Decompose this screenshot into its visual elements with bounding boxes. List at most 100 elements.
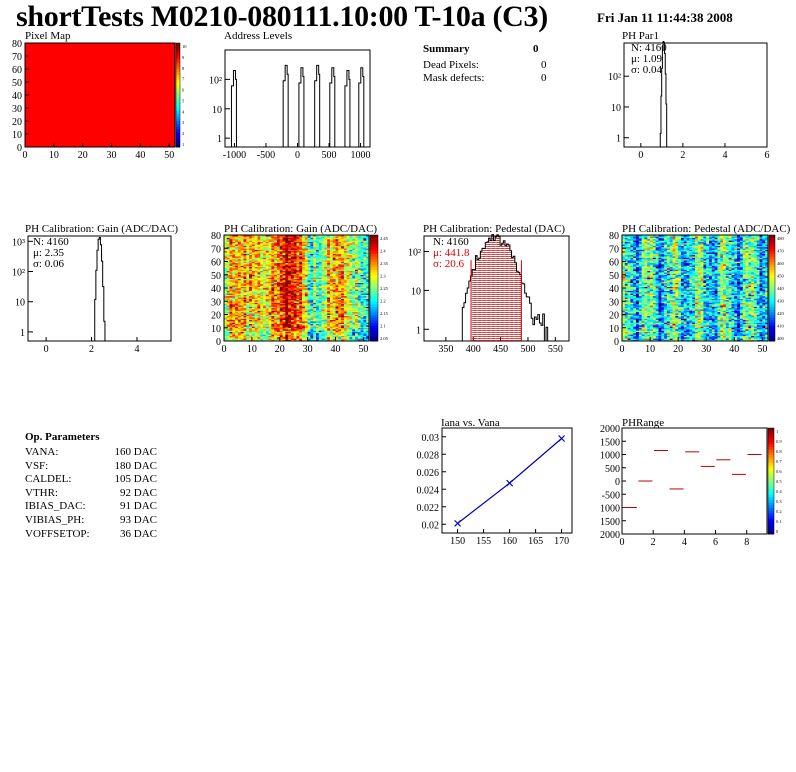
heatmap-cell: [338, 297, 342, 299]
heatmap-cell: [307, 245, 311, 248]
heatmap-cell: [363, 291, 367, 294]
heatmap-cell: [313, 337, 317, 339]
heatmap-cell: [293, 293, 297, 295]
heatmap-cell: [627, 265, 631, 268]
heatmap-cell: [304, 277, 308, 280]
heatmap-cell: [343, 284, 347, 286]
heatmap-cell: [363, 337, 367, 339]
heatmap-cell: [229, 284, 233, 286]
colorbar-label: 2.2: [380, 299, 386, 304]
heatmap-cell: [257, 265, 261, 268]
address-peak: [358, 67, 365, 147]
heatmap-cell: [276, 299, 281, 302]
heatmap-cell: [321, 261, 325, 264]
heatmap-cell: [285, 262, 289, 265]
heatmap-cell: [293, 339, 297, 342]
heatmap-cell: [355, 325, 359, 327]
heatmap-cell: [622, 272, 626, 274]
heatmap-cell: [288, 322, 292, 325]
heatmap-cell: [346, 334, 350, 336]
heatmap-cell: [636, 245, 640, 248]
heatmap-cell: [282, 261, 286, 264]
heatmap-cell: [249, 265, 253, 268]
heatmap-cell: [260, 329, 264, 331]
heatmap-cell: [630, 270, 634, 273]
heatmap-cell: [282, 321, 286, 323]
heatmap-cell: [299, 298, 303, 301]
heatmap-cell: [265, 331, 269, 334]
heatmap-cell: [268, 318, 272, 321]
heatmap-cell: [243, 290, 247, 293]
heatmap-cell: [243, 244, 247, 246]
heatmap-cell: [324, 315, 328, 318]
heatmap-cell: [296, 333, 300, 335]
heatmap-cell: [237, 242, 242, 245]
heatmap-cell: [265, 274, 269, 277]
heatmap-cell: [360, 268, 364, 270]
heatmap-cell: [329, 268, 334, 270]
heatmap-cell: [299, 334, 303, 336]
heatmap-cell: [357, 298, 361, 301]
heatmap-cell: [279, 246, 283, 249]
heatmap-cell: [254, 272, 258, 274]
heatmap-cell: [316, 250, 320, 253]
heatmap-cell: [321, 285, 325, 287]
heatmap-cell: [265, 334, 269, 336]
heatmap-cell: [304, 241, 308, 244]
heatmap-cell: [363, 273, 367, 276]
heatmap-cell: [232, 288, 236, 290]
heatmap-cell: [299, 309, 303, 311]
heatmap-cell: [249, 256, 253, 258]
heatmap-cell: [249, 295, 253, 298]
heatmap-cell: [271, 278, 275, 281]
heatmap-cell: [366, 305, 370, 307]
heatmap-cell: [310, 317, 314, 319]
heatmap-cell: [627, 301, 631, 303]
heatmap-cell: [296, 298, 300, 301]
heatmap-cell: [343, 329, 347, 331]
heatmap-cell: [243, 237, 247, 240]
x-tick-label: 4: [722, 150, 727, 161]
heatmap-cell: [246, 288, 250, 290]
heatmap-cell: [638, 330, 642, 333]
heatmap-cell: [288, 299, 292, 302]
heatmap-cell: [633, 276, 637, 278]
heatmap-cell: [279, 288, 283, 290]
heatmap-cell: [318, 282, 322, 285]
heatmap-cell: [293, 238, 297, 241]
heatmap-cell: [335, 290, 339, 293]
heatmap-cell: [341, 272, 345, 274]
heatmap-cell: [310, 272, 314, 274]
heatmap-cell: [279, 329, 283, 331]
heatmap-cell: [274, 315, 278, 318]
heatmap-cell: [257, 321, 261, 323]
heatmap-cell: [357, 288, 361, 290]
heatmap-cell: [299, 252, 303, 254]
heatmap-cell: [307, 265, 311, 268]
heatmap-cell: [293, 302, 297, 305]
heatmap-cell: [324, 301, 328, 303]
heatmap-cell: [338, 281, 342, 283]
heatmap-cell: [226, 242, 230, 245]
heatmap-cell: [310, 307, 314, 310]
heatmap-cell: [276, 297, 281, 299]
heatmap-cell: [341, 315, 345, 318]
heatmap-cell: [229, 282, 233, 285]
heatmap-cell: [285, 309, 289, 311]
heatmap-cell: [249, 288, 253, 290]
heatmap-cell: [235, 282, 239, 285]
heatmap-cell: [237, 293, 242, 295]
heatmap-cell: [246, 337, 250, 339]
heatmap-cell: [324, 307, 328, 310]
heatmap-cell: [237, 256, 242, 258]
heatmap-cell: [235, 249, 239, 252]
heatmap-cell: [302, 266, 306, 269]
colorbar-label: 2: [182, 131, 184, 136]
heatmap-cell: [274, 249, 278, 252]
heatmap-cell: [296, 258, 300, 261]
heatmap-cell: [257, 315, 261, 318]
heatmap-cell: [327, 246, 331, 249]
heatmap-cell: [316, 257, 320, 260]
heatmap-cell: [307, 294, 311, 297]
